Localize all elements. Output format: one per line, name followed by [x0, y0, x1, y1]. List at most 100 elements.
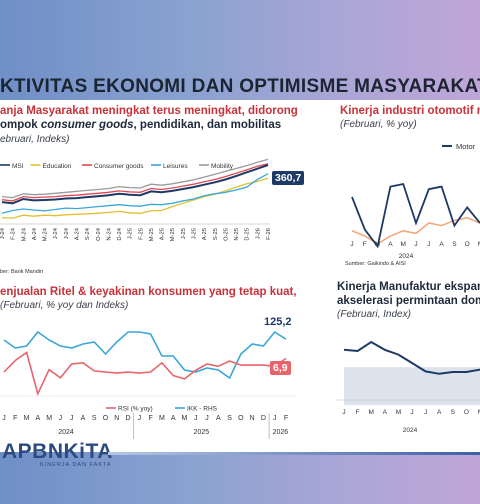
x-tick-label: J: [414, 241, 417, 248]
content-panel: anja Masyarakat meningkat terus meningka…: [0, 100, 480, 452]
series-line-leisures: [1, 173, 269, 214]
x-tick-label: O: [103, 415, 109, 422]
x-tick-label: S-25: [213, 228, 219, 240]
auto-source: Sumber: Gaikindo & AISI: [345, 261, 406, 267]
x-tick-label: J-24: [53, 227, 59, 239]
legend-label-mobility: Mobility: [211, 163, 234, 170]
brand-logo: APBNKiTA KINERJA DAN FAKTA: [2, 440, 113, 468]
series-line-motor: [351, 182, 480, 249]
x-tick-label: N-24: [106, 227, 112, 240]
x-tick-label: N: [478, 409, 480, 416]
msi-chart: MSI Education Consumer goods Leisures Mobili…: [0, 158, 272, 241]
x-tick-label: N: [250, 415, 255, 422]
x-tick-label: J: [427, 241, 430, 248]
legend-label-consumer-goods: Consumer goods: [94, 163, 144, 170]
x-tick-label: N: [478, 241, 480, 248]
x-tick-label: S: [227, 415, 232, 422]
x-tick-label: S: [92, 415, 97, 422]
x-tick-label: J: [138, 415, 142, 422]
x-tick-label: M: [400, 241, 405, 248]
series-line-consumer-goods: [1, 163, 269, 202]
x-tick-label: F: [284, 415, 288, 422]
x-tick-label: M-25: [170, 228, 176, 241]
x-tick-label: A: [216, 415, 221, 422]
series-line-ikk: [3, 330, 287, 380]
pmi-title-line1: Kinerja Manufaktur ekspansi d: [337, 281, 480, 293]
x-tick-label: M: [368, 409, 373, 416]
x-tick-label: F: [363, 241, 367, 248]
x-tick-label: F: [356, 409, 360, 416]
msi-title-line1: anja Masyarakat meningkat terus meningka…: [0, 105, 298, 117]
year-label-2024: 2024: [58, 429, 74, 436]
auto-title: Kinerja industri otomotif mel: [340, 105, 480, 117]
x-tick-label: F-25: [138, 228, 144, 240]
x-tick-label: O: [465, 241, 470, 248]
x-tick-label: A: [437, 409, 442, 416]
legend-label-leisures: Leisures: [163, 163, 188, 170]
contraction-band: [344, 367, 480, 406]
x-tick-label: D-25: [245, 228, 251, 241]
x-tick-label: F: [148, 415, 152, 422]
brand-tagline: KINERJA DAN FAKTA: [40, 462, 112, 468]
x-tick-label: M-24: [43, 227, 49, 241]
ikk-last-value: 125,2: [264, 316, 292, 328]
x-tick-label: O-24: [96, 227, 102, 241]
x-tick-label: F: [13, 415, 17, 422]
x-tick-label: S-24: [85, 227, 91, 240]
auto-note: (Februari, % yoy): [340, 119, 417, 130]
x-tick-label: O-25: [223, 228, 229, 241]
page-title: KTIVITAS EKONOMI DAN OPTIMISME MASYARAKA…: [0, 76, 480, 97]
x-tick-label: J-25: [181, 228, 187, 239]
series-line-msi: [1, 164, 269, 205]
pmi-title-line2: akselerasi permintaan domes: [337, 295, 480, 307]
x-tick-label: J: [350, 241, 353, 248]
x-tick-label: A: [388, 241, 393, 248]
x-tick-label: J: [342, 409, 345, 416]
x-tick-label: M: [159, 415, 165, 422]
series-line-education: [1, 177, 269, 219]
x-tick-label: M: [46, 415, 52, 422]
x-tick-label: J-25: [128, 228, 134, 239]
legend-label-motor: Motor: [456, 142, 476, 151]
year-label-2024: 2024: [399, 253, 414, 260]
x-tick-label: J-24: [64, 227, 70, 239]
rsi-last-value: 6,9: [270, 361, 291, 375]
legend-label-msi: MSI: [12, 163, 24, 170]
legend-label-education: Education: [43, 163, 72, 170]
x-tick-label: J: [2, 415, 6, 422]
msi-note: ebruari, Indeks): [0, 134, 70, 145]
x-tick-label: J-26: [255, 228, 261, 239]
x-tick-label: O: [464, 409, 469, 416]
x-tick-label: O: [238, 415, 244, 422]
x-tick-label: M: [24, 415, 30, 422]
x-tick-label: M: [396, 409, 401, 416]
x-tick-label: F-24: [11, 227, 17, 240]
x-tick-label: J: [205, 415, 209, 422]
x-tick-label: N-25: [234, 228, 240, 241]
x-tick-label: J-25: [192, 228, 198, 239]
x-tick-label: M: [182, 415, 188, 422]
pmi-chart: J F M A M J J A S O N 2024: [336, 340, 480, 434]
x-tick-label: A-25: [202, 228, 208, 240]
series-line-pmi: [343, 340, 480, 375]
x-tick-label: M-24: [21, 227, 27, 241]
x-tick-label: A: [81, 415, 86, 422]
series-line-rsi: [3, 351, 287, 397]
x-tick-label: A: [171, 415, 176, 422]
footer-rule: [108, 452, 480, 455]
retail-title: enjualan Ritel & keyakinan konsumen yang…: [0, 286, 297, 298]
year-label-2024: 2024: [403, 427, 418, 434]
x-tick-label: J: [410, 409, 413, 416]
brand-name: APBNKiTA: [2, 440, 113, 463]
x-tick-label: M-25: [149, 228, 155, 241]
msi-source: ber: Bank Mandiri: [0, 269, 44, 275]
legend-label-ikk: IKK - RHS: [187, 406, 218, 413]
retail-note: (Februari, % yoy dan Indeks): [0, 300, 129, 311]
x-tick-label: D: [261, 415, 266, 422]
x-tick-label: M: [375, 241, 380, 248]
x-tick-label: A-24: [32, 227, 38, 240]
x-tick-label: A-25: [160, 228, 166, 240]
x-tick-label: J: [424, 409, 427, 416]
msi-last-value: 360,7: [272, 171, 305, 185]
msi-title-line2-a: ompok: [0, 119, 41, 131]
